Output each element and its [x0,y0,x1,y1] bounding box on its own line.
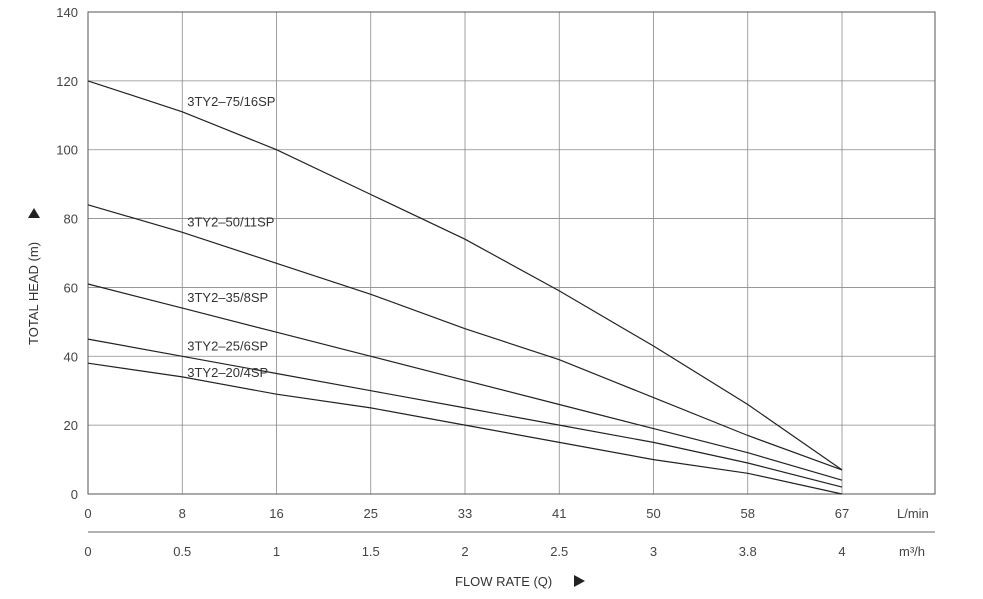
x-ticks-m3h: 0 0.5 1 1.5 2 2.5 3 3.8 4 [84,544,845,559]
y-tick-label: 0 [71,487,78,502]
series-line [87,283,843,481]
plot-frame [87,11,936,495]
series-line [87,204,843,471]
y-tick-label: 40 [64,349,78,364]
x-tick-label-lmin: 0 [84,506,91,521]
y-ticks: 0 20 40 60 80 100 120 140 [56,5,78,502]
x-tick-label-lmin: 41 [552,506,566,521]
series-labels: 3TY2–75/16SP 3TY2–50/11SP 3TY2–35/8SP 3TY2–… [187,94,275,380]
up-arrow-icon [28,208,40,218]
x-tick-label-lmin: 8 [179,506,186,521]
series-label: 3TY2–20/4SP [187,365,268,380]
series-line [87,362,843,495]
x-tick-label-m3h: 3 [650,544,657,559]
x-tick-label-lmin: 67 [835,506,849,521]
y-tick-label: 120 [56,74,78,89]
series-line [87,80,843,471]
series-label: 3TY2–25/6SP [187,338,268,353]
x-unit-m3h: m³/h [899,544,925,559]
right-arrow-icon [574,575,585,587]
x-unit-lmin: L/min [897,506,929,521]
x-tick-label-m3h: 3.8 [739,544,757,559]
x-tick-label-m3h: 0 [84,544,91,559]
x-tick-label-m3h: 0.5 [173,544,191,559]
series-label: 3TY2–50/11SP [187,214,274,229]
x-tick-label-lmin: 16 [269,506,283,521]
y-tick-label: 60 [64,280,78,295]
x-tick-label-lmin: 33 [458,506,472,521]
grid [87,11,936,495]
series-label: 3TY2–75/16SP [187,94,275,109]
x-axis-title: FLOW RATE (Q) [455,574,552,589]
x-tick-label-m3h: 2.5 [550,544,568,559]
y-tick-label: 80 [64,212,78,227]
x-tick-label-m3h: 2 [461,544,468,559]
x-tick-label-lmin: 58 [741,506,755,521]
series-line [87,338,843,488]
x-tick-label-m3h: 4 [838,544,845,559]
y-tick-label: 140 [56,5,78,20]
y-tick-label: 100 [56,143,78,158]
y-tick-label: 20 [64,418,78,433]
curves [87,80,843,495]
x-tick-label-lmin: 50 [646,506,660,521]
x-tick-label-m3h: 1 [273,544,280,559]
x-tick-label-m3h: 1.5 [362,544,380,559]
series-label: 3TY2–35/8SP [187,290,268,305]
y-axis-title: TOTAL HEAD (m) [26,242,41,345]
x-ticks-lmin: 0 8 16 25 33 41 50 58 67 [84,506,849,521]
x-tick-label-lmin: 25 [364,506,378,521]
